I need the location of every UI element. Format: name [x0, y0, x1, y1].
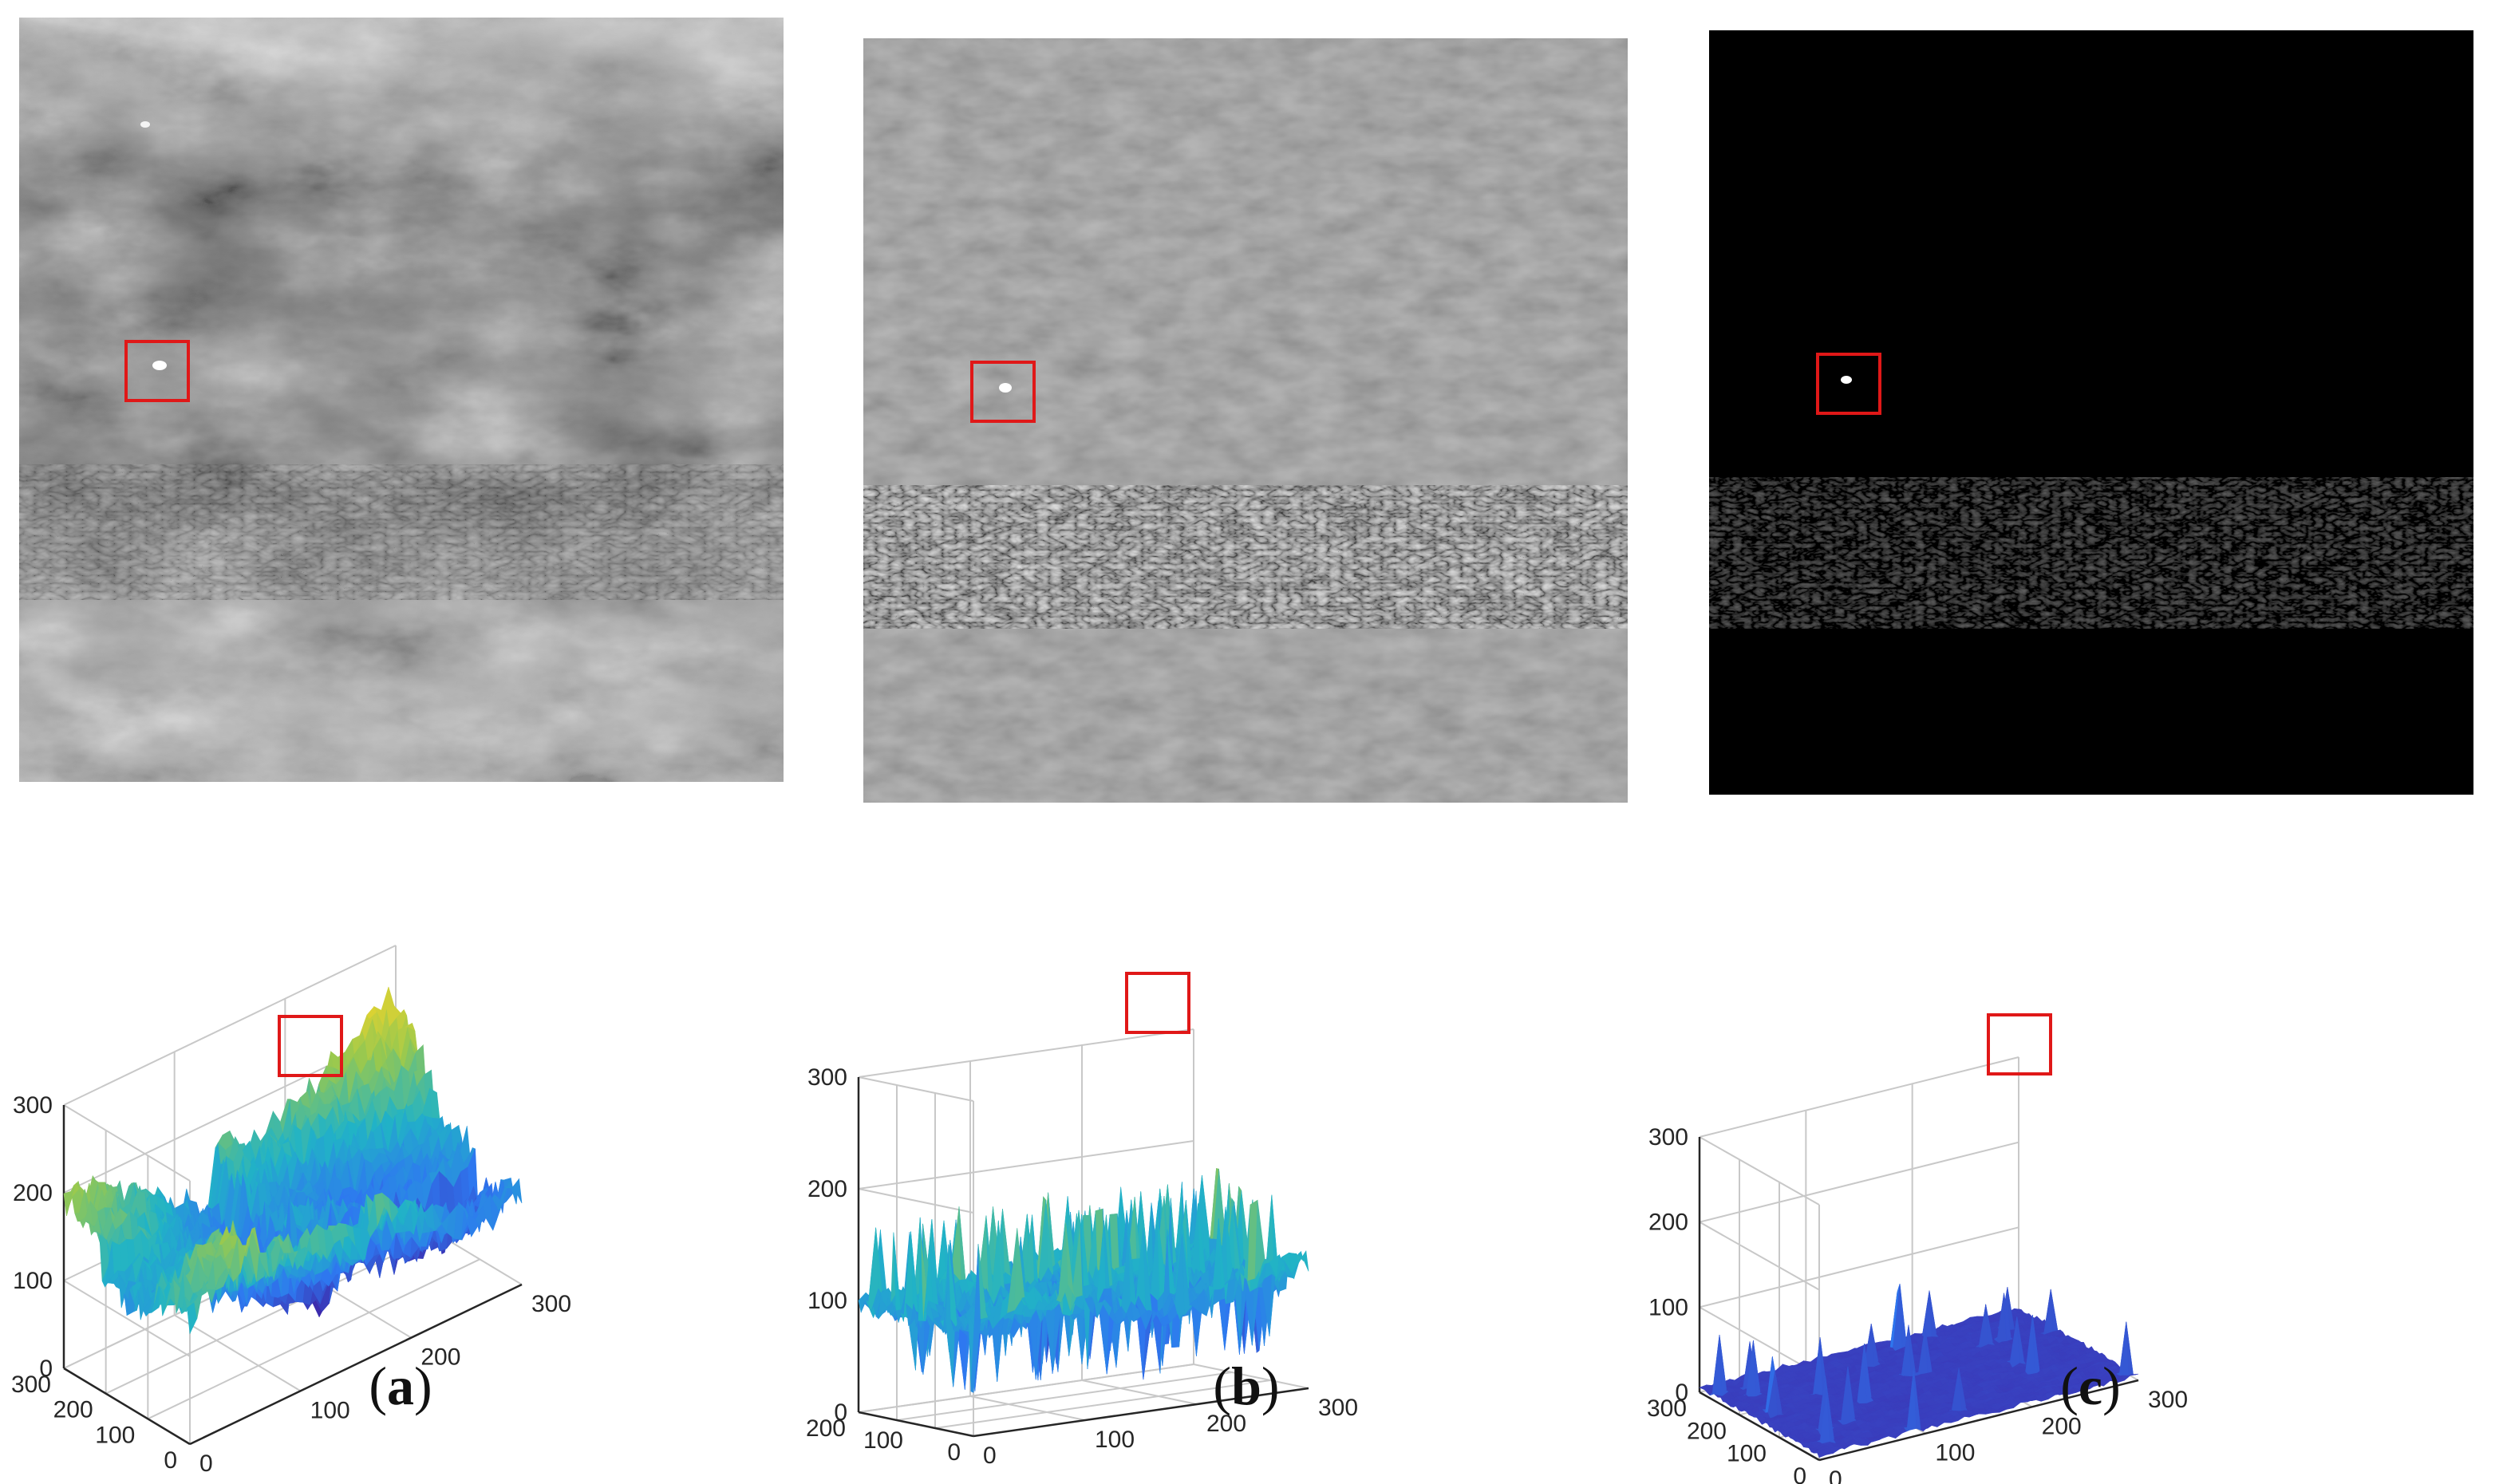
x-axis-line	[189, 1283, 523, 1446]
x-tick-label: 100	[1095, 1427, 1135, 1453]
y-axis-line	[63, 1367, 191, 1446]
y-axis-line	[858, 1411, 974, 1438]
x-axis-line	[1818, 1379, 2139, 1462]
grid-line	[1699, 1221, 1820, 1291]
surface-mesh	[858, 1168, 1309, 1393]
y-tick-label: 0	[164, 1447, 177, 1474]
z-tick-label: 300	[807, 1064, 847, 1091]
x-tick-label: 300	[1318, 1395, 1358, 1421]
y-tick-label: 300	[1647, 1395, 1687, 1422]
panel-a-surface-plot: 300 200 100 0 300 200 100 0 0 100 200 300	[0, 814, 830, 1477]
z-tick-label: 0	[39, 1356, 53, 1382]
y-axis-line	[1699, 1391, 1820, 1462]
x-tick-label: 200	[2042, 1413, 2082, 1439]
x-tick-label: 100	[310, 1397, 350, 1423]
grid-line	[858, 1364, 1194, 1413]
z-tick-label: 0	[1675, 1379, 1688, 1406]
grid-line	[934, 1379, 1271, 1429]
x-axis-line	[973, 1387, 1309, 1438]
x-tick-label: 300	[531, 1291, 571, 1317]
grid-line	[858, 1028, 1194, 1078]
grid-line	[1193, 1364, 1309, 1389]
grid-line	[1699, 1056, 2019, 1138]
panel-b-surface-plot: 300 200 100 0 200 100 0 0 100 200 300	[806, 830, 1676, 1469]
panel-a-infrared-image	[19, 18, 784, 782]
x-tick-label: 300	[2148, 1387, 2188, 1413]
grid-line	[858, 1188, 974, 1214]
grid-line	[63, 945, 397, 1106]
panel-b-image-target-box	[970, 361, 1036, 423]
z-tick-label: 100	[807, 1288, 847, 1314]
panel-a-plot-target-box	[278, 1015, 343, 1077]
grid-line	[858, 1076, 974, 1102]
y-tick-label: 200	[806, 1415, 846, 1442]
grid-line	[147, 1258, 480, 1420]
y-tick-label: 200	[53, 1397, 93, 1423]
y-tick-label: 0	[947, 1439, 961, 1466]
grid-line	[1699, 1226, 2019, 1308]
panel-c-image-target-box	[1816, 353, 1881, 415]
grid-line	[63, 1280, 191, 1357]
grid-line	[174, 1314, 302, 1392]
grid-line	[969, 1395, 1086, 1421]
z-tick-label: 200	[1648, 1210, 1688, 1236]
panel-a-image-target-box	[124, 340, 190, 402]
surface-facet	[511, 1178, 523, 1204]
panel-c-surface-plot: 300 200 100 0 300 200 100 0 0 100 200 300	[1647, 830, 2489, 1484]
grid-line	[896, 1372, 1233, 1421]
grid-line	[1699, 1136, 1820, 1206]
surface-facet	[1298, 1250, 1309, 1272]
z-tick-label: 300	[1648, 1124, 1688, 1150]
y-tick-label: 0	[1793, 1463, 1806, 1484]
x-tick-label: 200	[1206, 1411, 1246, 1437]
grid-line	[1699, 1141, 2019, 1223]
x-tick-label: 0	[199, 1450, 213, 1477]
x-tick-label: 200	[420, 1344, 460, 1371]
grid-line	[1081, 1379, 1198, 1405]
grid-line	[858, 1140, 1194, 1190]
surface-mesh	[63, 986, 523, 1335]
y-tick-label: 100	[95, 1422, 135, 1448]
surface-mesh	[1699, 1284, 2139, 1458]
y-tick-label: 200	[1687, 1418, 1727, 1444]
z-tick-label: 100	[1648, 1294, 1688, 1320]
panel-b-plot-target-box	[1125, 972, 1190, 1034]
grid-line	[63, 1104, 191, 1182]
y-tick-label: 300	[11, 1372, 51, 1398]
x-tick-label: 0	[983, 1443, 997, 1469]
y-tick-label: 100	[1727, 1441, 1767, 1467]
x-tick-label: 100	[1935, 1440, 1975, 1466]
z-tick-label: 100	[13, 1268, 53, 1294]
x-tick-label: 0	[1829, 1466, 1842, 1484]
y-tick-label: 100	[863, 1427, 903, 1454]
z-tick-label: 0	[834, 1399, 847, 1426]
z-tick-label: 200	[807, 1176, 847, 1202]
z-tick-label: 200	[13, 1180, 53, 1206]
z-tick-label: 300	[13, 1092, 53, 1119]
